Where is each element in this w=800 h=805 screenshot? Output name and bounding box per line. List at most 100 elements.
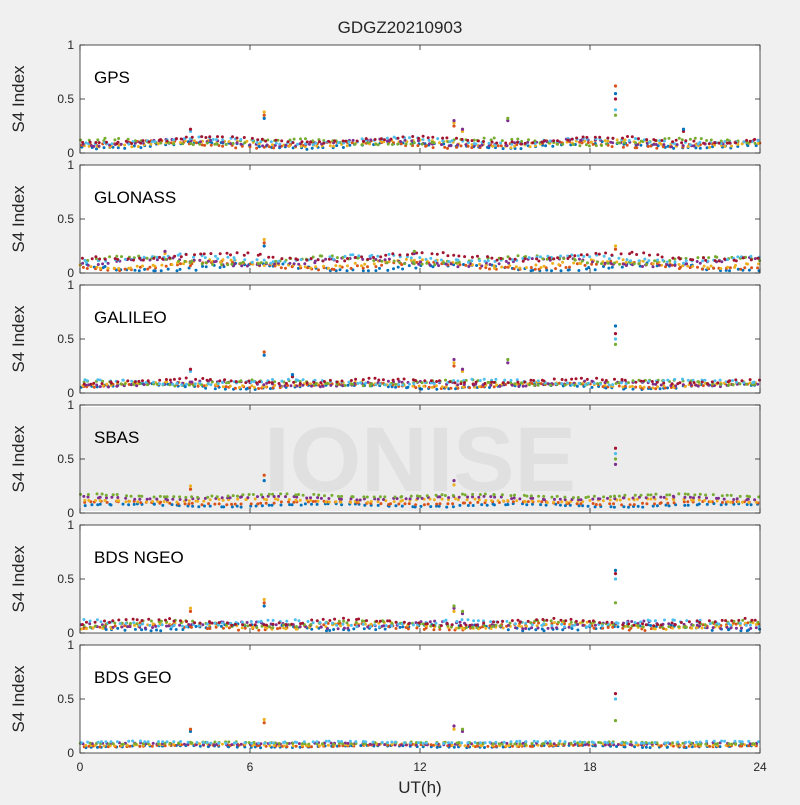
data-point — [655, 146, 659, 150]
data-point — [466, 741, 470, 745]
data-point — [740, 379, 744, 383]
data-point — [396, 136, 400, 140]
data-point — [333, 617, 337, 621]
spike-point — [460, 367, 465, 371]
data-point — [504, 259, 508, 263]
data-point — [483, 259, 487, 263]
data-point — [568, 255, 572, 258]
data-point — [370, 253, 374, 257]
data-point — [692, 144, 696, 148]
data-point — [235, 141, 239, 145]
data-point — [637, 262, 641, 266]
data-point — [514, 626, 517, 630]
data-point — [724, 619, 728, 623]
data-point — [234, 741, 238, 745]
data-point — [674, 384, 678, 388]
data-point — [87, 499, 91, 502]
data-point — [458, 503, 462, 507]
data-point — [645, 141, 649, 145]
data-point — [322, 380, 326, 383]
data-point — [145, 497, 149, 501]
data-point — [617, 381, 621, 385]
data-point — [310, 384, 313, 388]
data-point — [428, 263, 432, 267]
data-point — [274, 141, 278, 145]
data-point — [202, 384, 206, 388]
data-point — [470, 377, 474, 381]
data-point — [79, 138, 82, 142]
data-point — [198, 621, 202, 625]
data-point — [601, 626, 605, 630]
data-point — [470, 143, 474, 147]
data-point — [339, 497, 343, 501]
data-point — [263, 741, 267, 745]
data-point — [492, 380, 496, 384]
data-point — [135, 618, 139, 622]
data-point — [544, 266, 548, 270]
data-point — [515, 499, 519, 503]
data-point — [156, 142, 160, 146]
data-point — [222, 505, 226, 509]
data-point — [471, 495, 474, 499]
data-point — [643, 629, 647, 632]
data-point — [603, 740, 607, 744]
data-point — [630, 620, 634, 623]
data-point — [344, 139, 348, 143]
data-point — [634, 385, 638, 389]
data-point — [734, 263, 737, 267]
data-point — [179, 740, 183, 743]
data-point — [501, 619, 505, 623]
data-point — [209, 143, 213, 147]
data-point — [288, 261, 292, 265]
data-point — [356, 381, 360, 385]
data-point — [734, 378, 738, 382]
data-point — [284, 143, 288, 147]
data-point — [216, 382, 220, 386]
data-point — [539, 255, 542, 259]
data-point — [95, 147, 98, 151]
data-point — [422, 503, 426, 507]
data-point — [462, 627, 466, 631]
data-point — [360, 137, 364, 141]
data-point — [155, 628, 158, 632]
data-point — [628, 503, 632, 507]
data-point — [406, 627, 410, 631]
data-point — [688, 495, 692, 499]
data-point — [131, 617, 135, 621]
data-point — [103, 499, 107, 502]
data-point — [407, 502, 411, 506]
data-point — [506, 503, 510, 506]
data-point — [656, 258, 659, 262]
data-point — [614, 382, 618, 385]
data-point — [133, 268, 137, 272]
spike-point — [613, 247, 618, 251]
data-point — [509, 146, 513, 150]
data-point — [260, 504, 264, 508]
data-point — [668, 263, 672, 267]
data-point — [271, 741, 275, 745]
data-point — [580, 259, 584, 263]
data-point — [123, 143, 127, 147]
data-point — [649, 624, 653, 627]
data-point — [552, 377, 556, 381]
data-point — [117, 499, 121, 503]
data-point — [556, 142, 559, 146]
data-point — [262, 258, 266, 262]
data-point — [393, 743, 397, 747]
data-point — [512, 496, 516, 500]
data-point — [506, 499, 510, 502]
data-point — [698, 146, 702, 150]
data-point — [229, 379, 233, 383]
data-point — [654, 387, 658, 391]
data-point — [315, 740, 319, 744]
data-point — [719, 139, 723, 143]
data-point — [494, 377, 498, 381]
data-point — [105, 140, 108, 144]
data-point — [206, 495, 210, 499]
data-point — [137, 494, 141, 498]
data-point — [172, 377, 176, 381]
data-point — [269, 261, 273, 265]
data-point — [285, 492, 289, 496]
y-tick-label: 1 — [67, 278, 74, 292]
data-point — [533, 144, 537, 148]
